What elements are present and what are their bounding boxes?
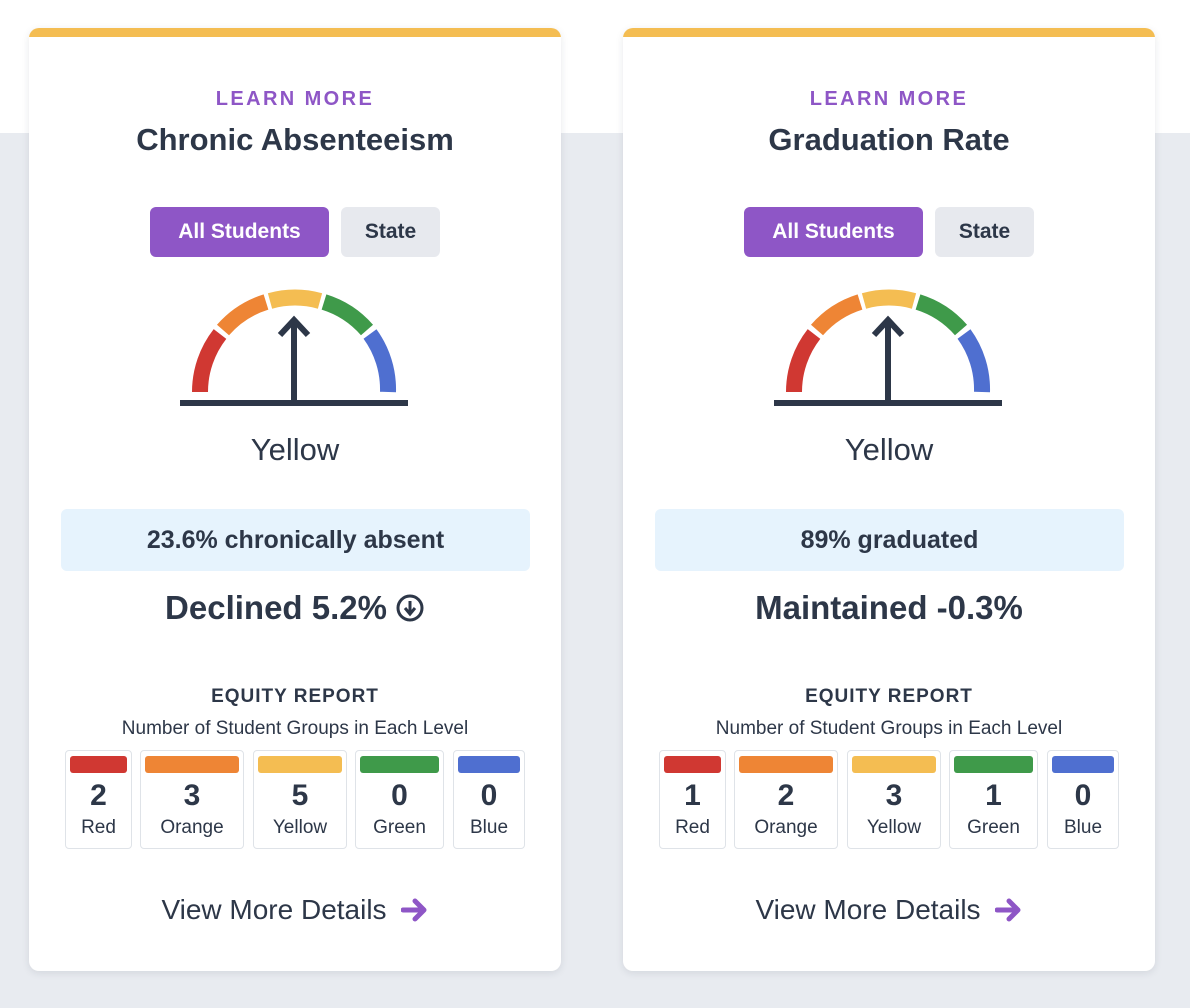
level-count: 3 [885, 779, 903, 812]
level-color-bar [739, 756, 833, 773]
level-name: Orange [160, 817, 224, 838]
gauge-level-label: Yellow [844, 432, 934, 467]
stat-summary: 23.6% chronically absent [61, 509, 530, 571]
card-title: Chronic Absenteeism [136, 122, 454, 157]
level-name: Blue [469, 817, 509, 838]
gauge-icon [180, 289, 408, 406]
stat-text: 23.6% chronically absent [146, 525, 445, 554]
change-text: Maintained -0.3% [755, 589, 1023, 626]
gauge-icon [774, 289, 1002, 406]
level-color-bar [70, 756, 127, 773]
level-box-yellow: 3 Yellow [847, 750, 941, 849]
change-summary: Maintained -0.3% [623, 588, 1155, 628]
level-count: 2 [777, 779, 795, 812]
arrow-circle-down-icon [396, 594, 424, 622]
all-students-toggle[interactable]: All Students [150, 207, 329, 257]
details-label: View More Details [755, 894, 981, 925]
level-box-green: 0 Green [355, 750, 444, 849]
arrow-right-icon [994, 898, 1021, 922]
level-color-bar [852, 756, 936, 773]
level-name: Yellow [866, 817, 922, 838]
level-box-orange: 2 Orange [734, 750, 838, 849]
level-color-bar [1052, 756, 1114, 773]
gauge-level-label: Yellow [250, 432, 340, 467]
level-name: Blue [1063, 817, 1103, 838]
indicator-card-chronic-absenteeism: LEARN MORE Chronic Absenteeism All Stude… [29, 28, 561, 971]
level-name: Red [81, 817, 116, 838]
card-title: Graduation Rate [768, 122, 1010, 157]
level-count: 0 [391, 779, 408, 812]
level-box-red: 1 Red [659, 750, 726, 849]
arrow-right-icon [400, 898, 427, 922]
details-label: View More Details [161, 894, 387, 925]
level-count: 5 [291, 779, 309, 812]
learn-more-link[interactable]: LEARN MORE [809, 88, 969, 110]
level-name: Red [675, 817, 710, 838]
level-box-blue: 0 Blue [1047, 750, 1119, 849]
equity-report-heading: EQUITY REPORT [211, 686, 379, 707]
equity-report-subtitle: Number of Student Groups in Each Level [715, 718, 1063, 739]
change-summary: Declined 5.2% [29, 588, 561, 628]
level-count: 3 [183, 779, 201, 812]
level-name: Orange [754, 817, 818, 838]
equity-report-subtitle: Number of Student Groups in Each Level [121, 718, 469, 739]
level-color-bar [360, 756, 439, 773]
card-status-bar [29, 28, 561, 37]
level-name: Yellow [272, 817, 328, 838]
stat-text: 89% graduated [800, 525, 979, 554]
indicator-card-graduation-rate: LEARN MORE Graduation Rate All Students … [623, 28, 1155, 971]
level-box-blue: 0 Blue [453, 750, 525, 849]
level-box-red: 2 Red [65, 750, 132, 849]
equity-report-heading: EQUITY REPORT [805, 686, 973, 707]
card-status-bar [623, 28, 1155, 37]
change-text: Declined 5.2% [165, 589, 387, 626]
state-toggle[interactable]: State [935, 207, 1034, 257]
level-box-orange: 3 Orange [140, 750, 244, 849]
level-color-bar [664, 756, 721, 773]
state-toggle[interactable]: State [341, 207, 440, 257]
level-count: 1 [684, 779, 701, 812]
level-count: 0 [1074, 779, 1092, 812]
stat-summary: 89% graduated [655, 509, 1124, 571]
level-name: Green [967, 817, 1020, 838]
level-count: 0 [480, 779, 498, 812]
level-box-yellow: 5 Yellow [253, 750, 347, 849]
level-color-bar [258, 756, 342, 773]
level-box-green: 1 Green [949, 750, 1038, 849]
view-more-details-link[interactable]: View More Details [623, 892, 1155, 928]
view-more-details-link[interactable]: View More Details [29, 892, 561, 928]
level-count: 1 [985, 779, 1002, 812]
level-color-bar [954, 756, 1033, 773]
learn-more-link[interactable]: LEARN MORE [215, 88, 375, 110]
level-color-bar [458, 756, 520, 773]
level-name: Green [373, 817, 426, 838]
all-students-toggle[interactable]: All Students [744, 207, 923, 257]
level-count: 2 [90, 779, 107, 812]
level-color-bar [145, 756, 239, 773]
